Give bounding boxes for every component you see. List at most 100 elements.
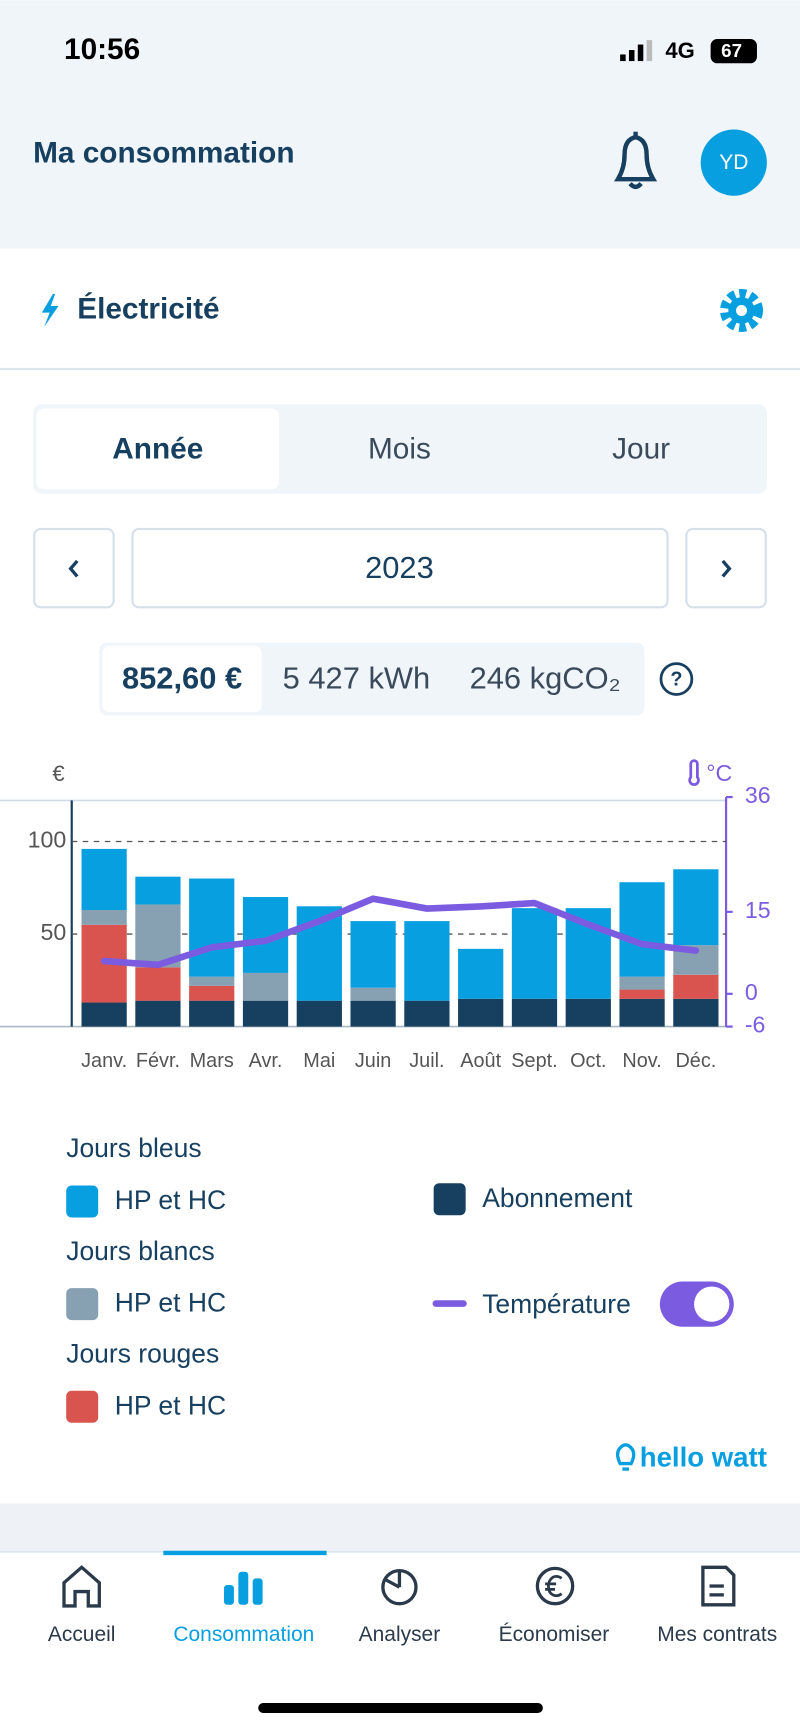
network: 4G [665, 38, 694, 63]
x-tick-label: Déc. [675, 1050, 716, 1072]
x-tick-label: Avr. [249, 1050, 283, 1072]
bar-segment [350, 1000, 396, 1027]
legend-group: Jours bleus [66, 1133, 201, 1163]
nav: Accueil Consommation Analyser Économiser Mes… [48, 1623, 777, 1646]
bar-segment [511, 908, 558, 999]
bar-segment [135, 876, 181, 905]
bar-segment [511, 998, 558, 1027]
settings-icon[interactable] [720, 288, 764, 332]
footer-bg [0, 1503, 800, 1552]
bar-segment [619, 976, 665, 990]
legend-label: HP et HC [115, 1185, 226, 1215]
bar-segment [619, 882, 665, 977]
bar-segment [189, 1000, 235, 1027]
tab-active[interactable] [36, 408, 280, 490]
legend-swatch [66, 1288, 99, 1321]
chevron-right [721, 559, 732, 578]
x-tick-label: Sept. [511, 1050, 557, 1072]
y2-tick-label: 0 [745, 979, 758, 1005]
save-icon[interactable] [535, 1566, 575, 1606]
legend-label: HP et HC [115, 1390, 226, 1420]
legend-label: Abonnement [482, 1183, 633, 1213]
x-tick-label: Juil. [409, 1050, 444, 1072]
bar-segment [350, 921, 396, 988]
bolt-icon [41, 293, 59, 328]
bar-segment [135, 967, 181, 1001]
next-button[interactable] [685, 527, 767, 609]
toggle-knob [694, 1286, 730, 1322]
nav-active-indicator [163, 1550, 327, 1556]
nav-label[interactable]: Mes contrats [657, 1623, 777, 1646]
bar-segment [81, 1002, 127, 1027]
legend-group: Jours rouges [66, 1338, 219, 1368]
avatar[interactable] [700, 129, 767, 196]
x-tick-label: Mars [190, 1050, 234, 1072]
bar-segment [673, 974, 719, 999]
brand-icon [615, 1443, 636, 1471]
bar-segment [404, 921, 450, 1001]
x-tick-label: Nov. [622, 1050, 661, 1072]
prev-button[interactable] [33, 527, 115, 609]
period-box[interactable] [131, 527, 669, 609]
battery [710, 39, 757, 64]
bar-segment [81, 848, 127, 910]
temperature-line [100, 895, 700, 969]
x-tick-label: Janv. [81, 1050, 127, 1072]
y2-tick-label: -6 [745, 1012, 766, 1038]
legend-group: Jours blancs [66, 1236, 215, 1266]
summary-cost[interactable]: 852,60 € [122, 660, 242, 695]
tab[interactable]: Jour [612, 432, 670, 465]
help-icon[interactable] [659, 662, 694, 696]
bar-segment [350, 987, 396, 1001]
bar-segment [135, 1000, 181, 1027]
bell-icon[interactable] [614, 131, 658, 190]
bar-segment [673, 869, 719, 946]
bar-segment [189, 976, 235, 986]
analyse-icon[interactable] [381, 1568, 418, 1606]
battery-level: 67 [721, 40, 742, 61]
bar-segment [189, 878, 235, 977]
home-indicator [258, 1703, 543, 1713]
signal [620, 40, 653, 62]
tab[interactable]: Mois [368, 432, 431, 465]
x-tick-label: Févr. [136, 1050, 180, 1072]
legend-label: Température [482, 1289, 631, 1319]
y2-tick-label: 36 [745, 782, 771, 808]
nav-label[interactable]: Accueil [48, 1623, 116, 1646]
avatar-initials: YD [719, 151, 748, 174]
consumption-icon[interactable] [224, 1571, 263, 1605]
nav-label[interactable]: Économiser [499, 1623, 610, 1646]
bar-segment [296, 1000, 342, 1027]
bar-segment [81, 909, 127, 925]
x-tick-label: Août [460, 1050, 501, 1072]
legend-swatch [66, 1185, 99, 1218]
bar-segment [458, 998, 504, 1027]
help: ? [670, 668, 682, 690]
x-tick-label: Mai [303, 1050, 335, 1072]
nav-label[interactable]: Analyser [359, 1623, 441, 1646]
summary-co2[interactable]: 246 kgCO₂ [470, 660, 621, 695]
nav-label[interactable]: Consommation [173, 1623, 314, 1646]
home-icon[interactable] [62, 1565, 101, 1608]
x-tick-label: Juin [355, 1050, 391, 1072]
x-tick-label: Oct. [570, 1050, 606, 1072]
y-tick-label: 50 [40, 919, 66, 945]
contracts-icon[interactable] [701, 1565, 736, 1607]
brand: hello watt [640, 1441, 767, 1472]
chevron-left [68, 559, 79, 578]
page-title: Ma consommation [33, 137, 294, 170]
summary-energy[interactable]: 5 427 kWh [283, 660, 431, 695]
y-axis-label: € [52, 761, 64, 786]
y2-tick-label: 15 [745, 897, 771, 923]
bar-segment [619, 989, 665, 999]
tab[interactable]: Année [112, 432, 203, 465]
bar-segment [242, 1000, 289, 1027]
y2-axis-label: °C [706, 760, 732, 786]
summary-active[interactable] [102, 645, 262, 713]
legend-label: HP et HC [115, 1288, 226, 1318]
bar-segment [619, 998, 665, 1027]
section-title: Électricité [77, 291, 219, 325]
time: 10:56 [64, 33, 140, 66]
